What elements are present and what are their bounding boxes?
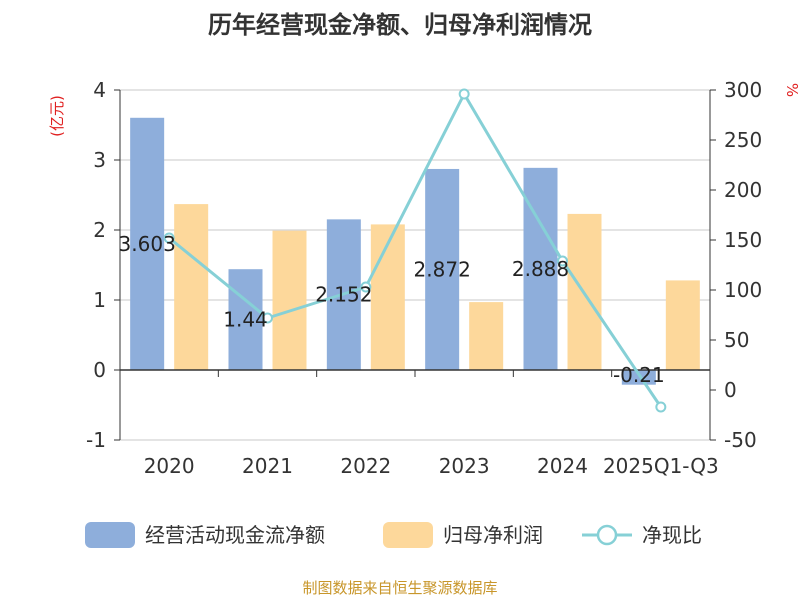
cash-flow-bar (228, 269, 263, 370)
cash-ratio-line (168, 92, 663, 408)
left-tick-label: 2 (93, 218, 106, 242)
right-axis-unit: % (783, 83, 800, 97)
cash-flow-bar (621, 370, 656, 385)
cash-flow-bar (425, 168, 460, 370)
right-tick-label: 100 (724, 278, 762, 302)
net-profit-bar (469, 302, 504, 370)
x-tick-label: 2022 (340, 454, 391, 478)
axes: 4 3 2 1 0 -1 300 250 200 150 100 50 0 -50 2020 2021 2022… (86, 78, 762, 478)
bar-series (130, 117, 700, 385)
cash-ratio-point (163, 232, 175, 244)
net-profit-bar (370, 224, 405, 370)
cash-flow-value-label: -0.21 (613, 363, 665, 387)
net-profit-bar (665, 280, 700, 370)
cash-ratio-point (458, 88, 470, 100)
cash-flow-value-label: 2.888 (512, 257, 569, 281)
right-tick-label: 0 (724, 378, 737, 402)
legend-swatch-cash-flow (85, 522, 135, 548)
legend: 经营活动现金流净额 归母净利润 净现比 (85, 522, 702, 548)
legend-label-net-profit: 归母净利润 (443, 523, 543, 547)
cash-ratio-point (655, 401, 667, 413)
left-axis-unit: (亿元) (48, 95, 66, 137)
right-tick-label: 300 (724, 78, 762, 102)
data-labels: 3.603 1.44 2.152 2.872 2.888 -0.21 (119, 232, 665, 387)
cash-ratio-point (262, 312, 273, 324)
cash-flow-value-label: 1.44 (223, 308, 268, 332)
right-tick-label: -50 (724, 428, 757, 452)
right-tick-label: 250 (724, 128, 762, 152)
x-tick-label: 2020 (144, 454, 195, 478)
net-profit-bar (272, 230, 307, 370)
left-tick-label: 4 (93, 78, 106, 102)
legend-swatch-net-profit (383, 522, 433, 548)
cash-ratio-point (360, 281, 372, 293)
left-tick-label: 1 (93, 288, 106, 312)
x-tick-label: 2021 (242, 454, 293, 478)
cash-flow-value-label: 2.152 (315, 283, 372, 307)
line-series (163, 88, 667, 413)
x-tick-label: 2025Q1-Q3 (603, 454, 719, 478)
legend-label-cash-flow: 经营活动现金流净额 (145, 523, 325, 547)
legend-label-cash-ratio: 净现比 (642, 523, 702, 547)
left-tick-label: -1 (86, 428, 106, 452)
source-note: 制图数据来自恒生聚源数据库 (302, 579, 497, 597)
right-tick-label: 200 (724, 178, 762, 202)
net-profit-bar (174, 204, 209, 370)
cash-flow-bar (130, 117, 165, 370)
cash-ratio-point (557, 255, 568, 267)
x-tick-label: 2023 (439, 454, 490, 478)
left-tick-label: 0 (93, 358, 106, 382)
cash-flow-value-label: 2.872 (414, 257, 471, 281)
cash-flow-value-label: 3.603 (119, 232, 176, 256)
legend-swatch-cash-ratio-marker (596, 524, 618, 546)
chart-title: 历年经营现金净额、归母净利润情况 (208, 11, 592, 39)
right-tick-label: 50 (724, 328, 749, 352)
right-tick-label: 150 (724, 228, 762, 252)
x-tick-label: 2024 (537, 454, 588, 478)
left-tick-label: 3 (93, 148, 106, 172)
